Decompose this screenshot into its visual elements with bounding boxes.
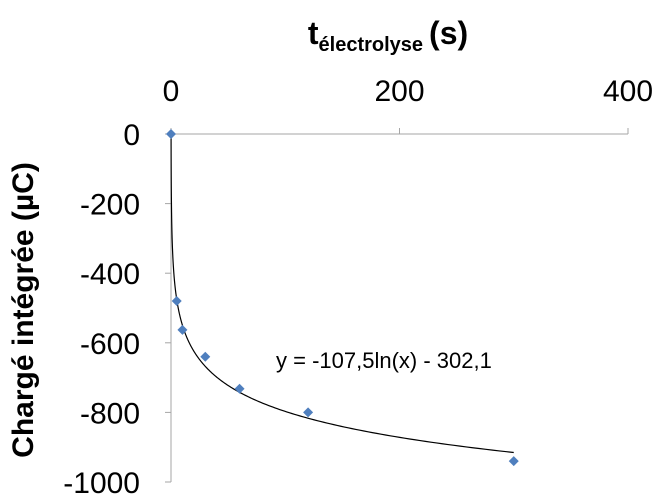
data-point <box>177 324 188 335</box>
trendline <box>170 134 514 454</box>
data-point <box>508 456 519 467</box>
data-point <box>303 407 314 418</box>
tick-labels: 0 200 400 0 -200 -400 -600 -800 -1000 <box>63 75 653 495</box>
y-tick-label: -200 <box>80 189 140 222</box>
y-tick-label: -800 <box>80 397 140 430</box>
x-axis-title-unit: (s) <box>429 15 468 51</box>
data-points <box>166 129 519 467</box>
x-axis-title-subscript: électrolyse <box>319 34 424 56</box>
trendline-equation: y = -107,5ln(x) - 302,1 <box>276 348 492 373</box>
y-tick-label: -1000 <box>63 467 140 495</box>
data-point <box>166 129 176 139</box>
data-point <box>200 351 211 362</box>
y-tick-label: -600 <box>80 328 140 361</box>
y-axis-title: Chargé intégrée (µC) <box>7 162 40 458</box>
data-point <box>171 296 182 307</box>
x-tick-label: 200 <box>374 75 424 108</box>
x-tick-label: 0 <box>163 75 180 108</box>
x-tick-label: 400 <box>603 75 653 108</box>
y-tick-label: 0 <box>123 119 140 152</box>
x-axis-title-main: t <box>308 15 319 51</box>
y-tick-label: -400 <box>80 258 140 291</box>
axes <box>165 128 629 483</box>
data-point <box>234 383 245 394</box>
x-axis-title: télectrolyse (s) <box>308 15 468 56</box>
